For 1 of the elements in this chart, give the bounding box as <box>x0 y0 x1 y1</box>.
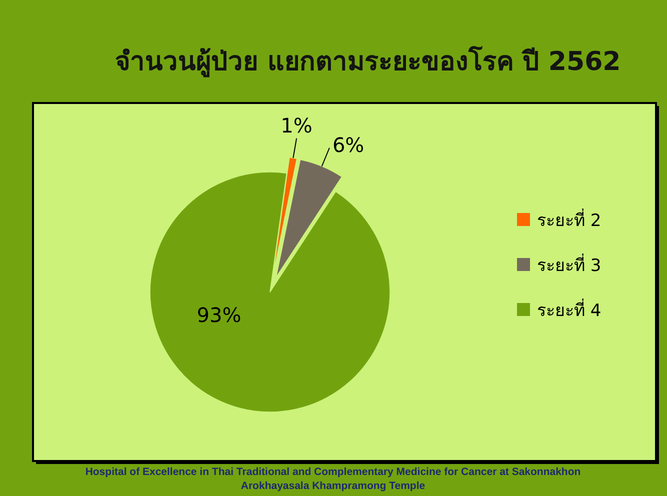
title: จำนวนผู้ป่วย แยกตามระยะของโรค ปี 2562 <box>115 47 621 77</box>
